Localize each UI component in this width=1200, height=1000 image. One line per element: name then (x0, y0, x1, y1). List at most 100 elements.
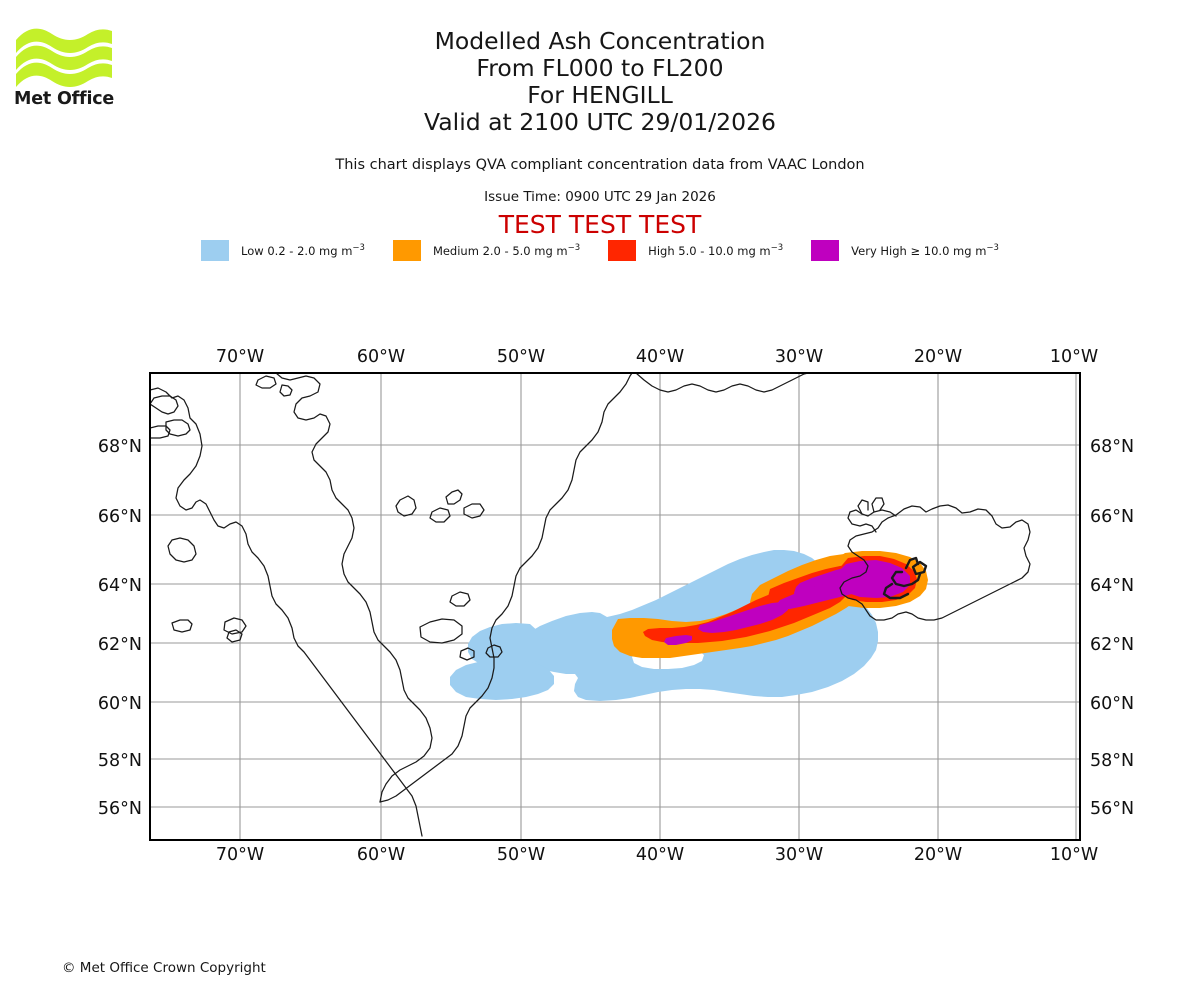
lat-label-right-56n: 56°N (1090, 799, 1134, 819)
chart-title-block: Modelled Ash Concentration From FL000 to… (0, 28, 1200, 136)
met-office-logo: Met Office (14, 22, 124, 112)
axis-labels-lat-right: 68°N 66°N 64°N 62°N 60°N 58°N 56°N (1090, 437, 1134, 819)
legend-swatch-high (608, 240, 637, 261)
lat-label-right-62n: 62°N (1090, 635, 1134, 655)
met-office-logo-text: Met Office (14, 89, 115, 109)
axis-labels-lon-bottom: 70°W 60°W 50°W 40°W 30°W 20°W 10°W (216, 845, 1098, 865)
lat-label-right-58n: 58°N (1090, 751, 1134, 771)
legend-item-high: High 5.0 - 10.0 mg m−3 (608, 240, 783, 261)
lat-label-right-60n: 60°N (1090, 694, 1134, 714)
legend-label-medium: Medium 2.0 - 5.0 mg m−3 (433, 243, 580, 258)
legend-label-medium-exponent: −3 (567, 243, 581, 254)
lon-label-top-50w: 50°W (497, 347, 545, 367)
lat-label-right-66n: 66°N (1090, 507, 1134, 527)
map-frame-border (149, 372, 1081, 841)
coastline-greenland-west (275, 373, 433, 803)
coastline-greenland-east (379, 373, 633, 803)
coastline-labrador-notch (167, 537, 197, 563)
lat-label-right-64n: 64°N (1090, 576, 1134, 596)
lat-label-left-66n: 66°N (98, 507, 142, 527)
coastline-iceland-nw-spur-2 (857, 499, 869, 515)
coastline-baffin-inlet-2 (165, 419, 191, 437)
title-line-4: Valid at 2100 UTC 29/01/2026 (424, 108, 776, 136)
coastline-labrador-island-2 (223, 617, 247, 635)
lon-label-bottom-60w: 60°W (357, 845, 405, 865)
copyright-notice: © Met Office Crown Copyright (62, 960, 266, 976)
coastline-greenland-peninsula-1 (395, 495, 417, 517)
lat-label-left-68n: 68°N (98, 437, 142, 457)
qva-compliance-note: This chart displays QVA compliant concen… (335, 157, 865, 173)
lon-label-top-30w: 30°W (775, 347, 823, 367)
test-banner: TEST TEST TEST (498, 210, 702, 239)
lat-label-left-56n: 56°N (98, 799, 142, 819)
coastline-iceland-nw-spur-1 (871, 497, 885, 513)
lon-label-bottom-30w: 30°W (775, 845, 823, 865)
coastline-greenland-south-detail (449, 591, 471, 607)
issue-time: Issue Time: 0900 UTC 29 Jan 2026 (484, 189, 716, 205)
axis-labels-lon-top: 70°W 60°W 50°W 40°W 30°W 20°W 10°W (216, 347, 1098, 367)
coastline-greenland-detail-b (255, 375, 277, 389)
lon-label-bottom-40w: 40°W (636, 845, 684, 865)
lon-label-top-20w: 20°W (914, 347, 962, 367)
legend-swatch-low (201, 240, 230, 261)
map-gridlines (150, 373, 1080, 840)
lat-label-left-64n: 64°N (98, 576, 142, 596)
legend-label-high-exponent: −3 (770, 243, 784, 254)
coastline-baffin-inlet-3 (150, 425, 171, 439)
ash-plume-contours (450, 550, 928, 701)
coastline-baffin-inlet-1 (150, 395, 179, 415)
legend-label-very-high-text: Very High ≥ 10.0 mg m (851, 243, 987, 258)
met-office-wave-mark (16, 28, 112, 87)
legend-item-low: Low 0.2 - 2.0 mg m−3 (201, 240, 365, 261)
ash-contour-low-west-lobe (468, 623, 544, 668)
lon-label-bottom-10w: 10°W (1050, 845, 1098, 865)
axis-labels-lat-left: 68°N 66°N 64°N 62°N 60°N 58°N 56°N (98, 437, 142, 819)
lat-label-left-60n: 60°N (98, 694, 142, 714)
lon-label-top-40w: 40°W (636, 347, 684, 367)
coastline-baffin-island (150, 387, 423, 837)
coastline-greenland-detail-a (279, 384, 293, 397)
legend-swatch-very-high (811, 240, 840, 261)
legend-swatch-medium (392, 240, 421, 261)
ash-contour-low-southwest-tail (450, 660, 554, 700)
chart-subtitle-block: This chart displays QVA compliant concen… (0, 155, 1200, 239)
source-region-outline (882, 556, 928, 600)
coastline-iceland-nw-fjords (847, 509, 897, 533)
coastline-greenland-fjord-3 (429, 507, 451, 523)
lon-label-bottom-70w: 70°W (216, 845, 264, 865)
lon-label-top-60w: 60°W (357, 347, 405, 367)
lat-label-left-58n: 58°N (98, 751, 142, 771)
coastline-greenland-south-tip-island (485, 644, 503, 658)
legend-label-low: Low 0.2 - 2.0 mg m−3 (241, 243, 365, 258)
coastline-greenland-inner-line (419, 618, 463, 644)
legend-label-very-high-exponent: −3 (986, 243, 999, 254)
coastline-greenland-ne-upper (635, 373, 809, 393)
coastline-nw-island-small (226, 629, 243, 643)
lat-label-left-62n: 62°N (98, 635, 142, 655)
legend-label-low-exponent: −3 (352, 243, 365, 254)
legend-label-very-high: Very High ≥ 10.0 mg m−3 (851, 243, 999, 258)
legend-item-very-high: Very High ≥ 10.0 mg m−3 (811, 240, 999, 261)
title-line-1: Modelled Ash Concentration (434, 27, 766, 55)
lon-label-top-70w: 70°W (216, 347, 264, 367)
title-line-2: From FL000 to FL200 (476, 54, 724, 82)
map-coastlines (150, 373, 1031, 837)
legend-label-high: High 5.0 - 10.0 mg m−3 (648, 243, 783, 258)
title-line-3: For HENGILL (527, 81, 673, 109)
lon-label-bottom-20w: 20°W (914, 845, 962, 865)
ash-contour-very-high-mid-band (698, 602, 788, 633)
coastline-labrador-island (171, 619, 193, 633)
ash-contour-very-high-small-patch (664, 635, 692, 645)
lat-label-right-68n: 68°N (1090, 437, 1134, 457)
coastline-greenland-fjord-1 (445, 489, 463, 505)
lon-label-top-10w: 10°W (1050, 347, 1098, 367)
coastline-iceland (839, 504, 1031, 621)
legend-label-low-text: Low 0.2 - 2.0 mg m (241, 243, 353, 258)
coastline-greenland-south-tip-island-2 (459, 647, 475, 661)
legend-label-high-text: High 5.0 - 10.0 mg m (648, 243, 771, 258)
coastline-greenland-fjord-2 (463, 503, 485, 519)
map-background (150, 373, 1080, 840)
lon-label-bottom-50w: 50°W (497, 845, 545, 865)
legend-item-medium: Medium 2.0 - 5.0 mg m−3 (392, 240, 580, 261)
